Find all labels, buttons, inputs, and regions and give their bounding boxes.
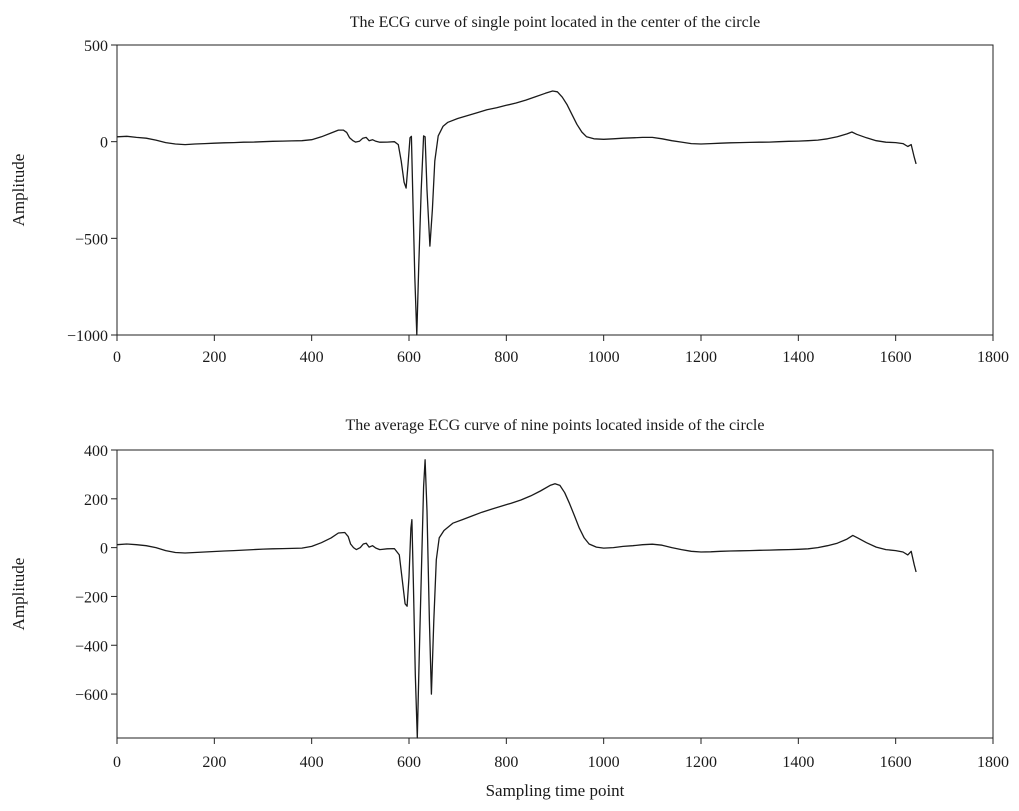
y-tick-label: −200 <box>75 589 108 606</box>
x-tick-label: 1200 <box>685 754 717 771</box>
x-tick-label: 600 <box>397 349 421 366</box>
y-tick-label: 400 <box>84 443 108 460</box>
x-tick-label: 1600 <box>880 349 912 366</box>
y-tick-label: 0 <box>100 541 108 558</box>
chart-panel-2: The average ECG curve of nine points loc… <box>9 417 1009 800</box>
y-tick-label: −1000 <box>67 328 108 345</box>
y-tick-label: 500 <box>84 38 108 55</box>
x-tick-label: 600 <box>397 754 421 771</box>
plot-frame <box>116 449 994 739</box>
x-tick-label: 400 <box>300 349 324 366</box>
y-axis-label: Amplitude <box>9 154 28 227</box>
y-tick-label: −600 <box>75 687 108 704</box>
chart-title: The ECG curve of single point located in… <box>350 14 761 31</box>
x-tick-label: 1400 <box>782 349 814 366</box>
plot-frame <box>116 44 994 336</box>
ecg-series-line <box>116 90 917 336</box>
chart-title: The average ECG curve of nine points loc… <box>346 417 765 434</box>
x-tick-label: 200 <box>202 754 226 771</box>
x-tick-label: 1200 <box>685 349 717 366</box>
x-tick-label: 200 <box>202 349 226 366</box>
y-tick-label: −500 <box>75 231 108 248</box>
x-axis-label: Sampling time point <box>486 781 625 800</box>
x-tick-label: 1800 <box>977 349 1009 366</box>
x-tick-label: 0 <box>113 349 121 366</box>
chart-panel-1: The ECG curve of single point located in… <box>9 14 1009 366</box>
x-tick-label: 1600 <box>880 754 912 771</box>
x-tick-label: 1000 <box>588 754 620 771</box>
ecg-series-line <box>116 459 917 739</box>
y-axis-label: Amplitude <box>9 558 28 631</box>
x-tick-label: 1800 <box>977 754 1009 771</box>
x-tick-label: 800 <box>494 754 518 771</box>
x-tick-label: 400 <box>300 754 324 771</box>
y-tick-label: −400 <box>75 638 108 655</box>
x-tick-label: 0 <box>113 754 121 771</box>
x-tick-label: 1400 <box>782 754 814 771</box>
y-tick-label: 0 <box>100 135 108 152</box>
x-tick-label: 1000 <box>588 349 620 366</box>
y-tick-label: 200 <box>84 492 108 509</box>
x-tick-label: 800 <box>494 349 518 366</box>
